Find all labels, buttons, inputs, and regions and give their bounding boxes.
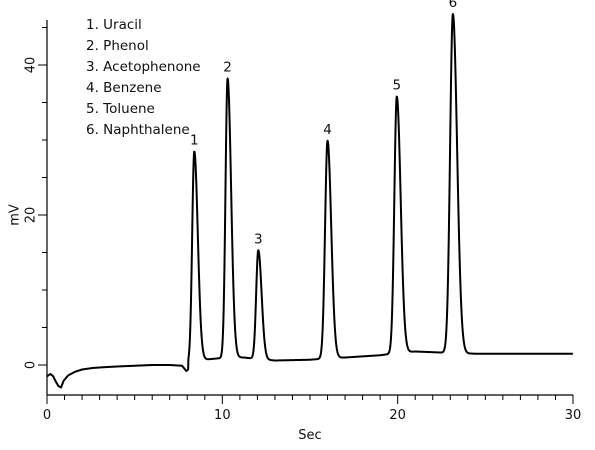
- peak-label: 5: [392, 78, 401, 94]
- x-tick-label: 20: [389, 408, 406, 423]
- legend-item: 4. Benzene: [86, 80, 162, 96]
- peak-label: 6: [449, 0, 458, 11]
- y-tick-label: 20: [24, 207, 39, 224]
- peak-labels: 1 2 3 4 5 6: [190, 0, 457, 247]
- legend-item: 2. Phenol: [86, 38, 149, 54]
- x-tick-label: 30: [565, 408, 582, 423]
- x-ticks: 0 10 20 30: [43, 395, 581, 423]
- legend-item: 6. Naphthalene: [86, 122, 190, 138]
- peak-label: 1: [190, 133, 199, 149]
- legend-item: 5. Toluene: [86, 101, 155, 117]
- x-tick-label: 10: [214, 408, 231, 423]
- x-axis-title: Sec: [298, 428, 321, 443]
- y-ticks: 0 20 40: [24, 27, 47, 369]
- legend: 1. Uracil 2. Phenol 3. Acetophenone 4. B…: [86, 17, 201, 138]
- legend-item: 3. Acetophenone: [86, 59, 201, 75]
- x-tick-label: 0: [43, 408, 51, 423]
- peak-label: 3: [254, 231, 263, 247]
- y-tick-label: 40: [24, 57, 39, 74]
- peak-label: 4: [323, 122, 332, 138]
- y-tick-label: 0: [24, 361, 39, 369]
- legend-item: 1. Uracil: [86, 17, 142, 33]
- chromatogram-trace: [46, 13, 574, 389]
- peak-label: 2: [223, 60, 232, 76]
- y-axis-title: mV: [8, 204, 23, 226]
- axes: 0 10 20 30 0 20 40: [24, 20, 581, 423]
